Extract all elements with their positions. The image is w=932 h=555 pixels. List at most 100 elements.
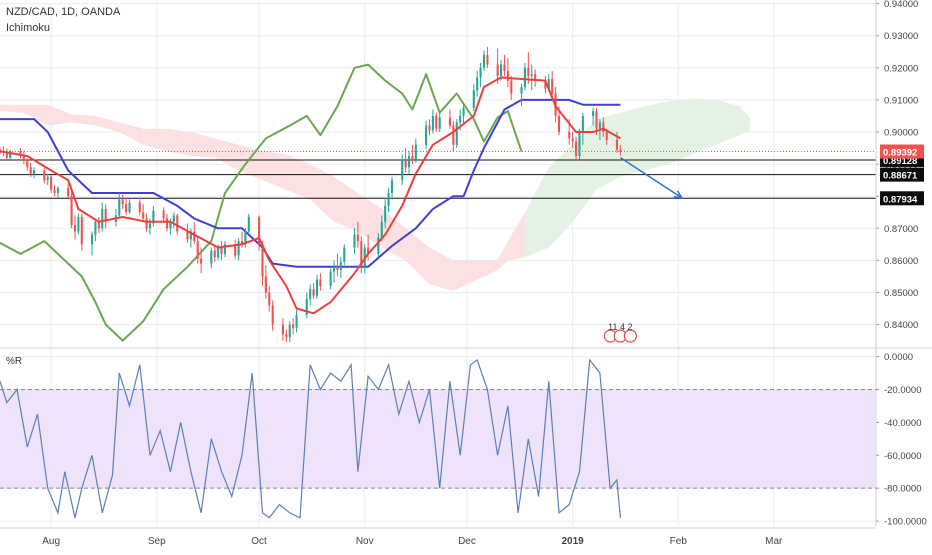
candle	[94, 218, 97, 242]
candle	[332, 260, 336, 283]
candle	[288, 321, 291, 343]
candle	[435, 112, 438, 132]
candle-body	[343, 247, 346, 262]
candle	[43, 167, 46, 184]
chikou-span-line	[0, 63, 523, 342]
cloud-segment-bullish	[644, 101, 669, 171]
candle-body	[19, 151, 22, 157]
candle	[29, 162, 32, 177]
candle	[482, 50, 486, 71]
candle-body	[500, 64, 503, 76]
event-flag-icon	[623, 329, 637, 343]
candle	[80, 213, 83, 251]
candle	[452, 120, 455, 152]
candle	[578, 128, 581, 160]
candle-body	[319, 279, 322, 287]
candle	[138, 197, 141, 216]
candle-body	[401, 160, 404, 181]
candle	[97, 217, 100, 234]
candle	[496, 48, 499, 84]
candle	[411, 144, 414, 165]
cloud-segment-bearish	[381, 209, 406, 261]
candle-body	[5, 152, 8, 158]
candle-body	[285, 334, 288, 338]
candle	[581, 112, 584, 145]
candle	[455, 119, 458, 149]
candle	[162, 207, 165, 222]
cloud-segment-bearish	[143, 128, 168, 152]
cloud-segment-bearish	[23, 104, 48, 126]
candle-body	[459, 115, 462, 123]
candle-body	[70, 196, 73, 226]
candle-body	[169, 221, 172, 229]
cloud-segment-bearish	[286, 154, 311, 200]
cloud-segment-bearish	[497, 241, 508, 270]
y-tick-label: 0.94000	[884, 0, 918, 10]
candle	[309, 284, 312, 306]
candle-body	[356, 234, 359, 242]
candle	[33, 167, 36, 179]
y-tick-label: 0.85000	[884, 288, 918, 299]
candle-body	[77, 217, 80, 232]
x-tick-label: Dec	[458, 536, 476, 547]
candle-body	[520, 87, 523, 94]
candle-body	[50, 176, 53, 190]
candle-body	[387, 192, 390, 206]
cloud-segment-bearish	[405, 228, 430, 285]
candle-body	[455, 122, 458, 145]
candle-body	[162, 210, 165, 219]
candle	[407, 151, 411, 174]
candle	[56, 186, 60, 198]
candle-body	[568, 131, 571, 139]
candle	[261, 241, 264, 287]
candle	[312, 282, 315, 299]
candle-body	[462, 107, 465, 116]
candle-body	[578, 131, 581, 157]
candle-body	[234, 244, 237, 256]
candle	[186, 223, 189, 243]
candle-body	[220, 247, 223, 254]
candle-body	[56, 188, 60, 193]
candle	[336, 253, 339, 277]
candle-body	[360, 241, 363, 267]
candle-body	[104, 209, 107, 222]
osc-y-tick-label: -60.0000	[884, 451, 922, 462]
x-tick-label: 2019	[562, 536, 585, 547]
candle-body	[53, 189, 56, 193]
candle-body	[431, 115, 434, 131]
candle-body	[544, 80, 547, 89]
candle-body	[452, 125, 455, 145]
candle	[50, 175, 53, 193]
candle-body	[80, 217, 83, 245]
candle-body	[223, 244, 227, 254]
candle	[53, 184, 56, 197]
candle-body	[193, 231, 196, 242]
candle-body	[26, 160, 29, 168]
candle-body	[67, 188, 70, 197]
indicator-label: Ichimoku	[6, 22, 51, 34]
candle	[271, 300, 274, 331]
candle	[401, 154, 404, 185]
candle-body	[46, 176, 49, 181]
candle-body	[595, 111, 598, 129]
candle	[257, 215, 261, 251]
candle-body	[496, 64, 499, 76]
candle-body	[247, 217, 250, 232]
cloud-segment-bearish	[507, 212, 525, 261]
candle	[26, 158, 29, 171]
candle-body	[213, 250, 216, 258]
candle-body	[101, 209, 104, 229]
cloud-segment-bearish	[453, 260, 478, 291]
candle-body	[186, 231, 189, 240]
candle	[77, 213, 80, 235]
candle	[125, 197, 128, 216]
candle	[264, 265, 267, 299]
candle-body	[435, 115, 438, 129]
level-price-tag-bg	[880, 191, 924, 206]
candle-body	[506, 71, 509, 81]
cloud-segment-bullish	[524, 167, 549, 258]
candle-body	[315, 279, 319, 296]
y-tick-label: 0.92000	[884, 63, 918, 74]
events-marker-count: 11 4 2	[608, 322, 632, 332]
cloud-segment-bearish	[334, 176, 358, 232]
